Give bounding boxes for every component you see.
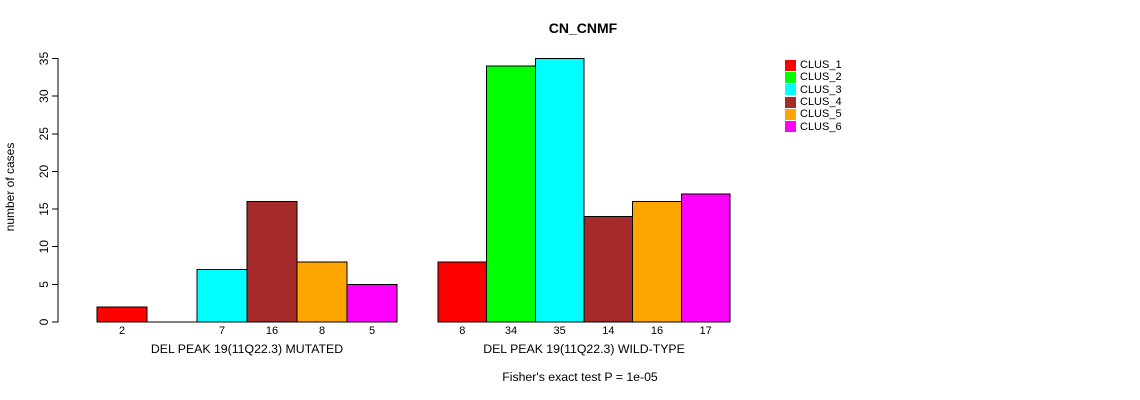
legend-swatch	[785, 108, 796, 120]
bar-clus-1	[96, 306, 148, 323]
group-axis-label: DEL PEAK 19(11Q22.3) MUTATED	[151, 342, 343, 356]
bar-clus-3	[534, 58, 585, 323]
legend-swatch	[785, 121, 796, 133]
bar-clus-3	[196, 268, 248, 323]
y-tick-label: 20	[37, 164, 51, 178]
legend: CLUS_1 CLUS_2 CLUS_3 CLUS_4 CLUS_5 CLUS_6	[785, 59, 842, 133]
legend-item: CLUS_2	[785, 71, 842, 83]
legend-swatch	[785, 84, 796, 96]
bar-value-label: 7	[219, 325, 225, 337]
bar-clus-4	[246, 201, 298, 323]
legend-swatch	[785, 71, 796, 83]
bar-value-label: 14	[602, 325, 614, 337]
bar-value-label: 8	[319, 325, 325, 337]
y-tick-label: 25	[37, 127, 51, 141]
legend-label: CLUS_3	[800, 83, 842, 96]
y-tick-label: 15	[37, 202, 51, 216]
bar-clus-1	[437, 261, 488, 323]
bar-value-label: 2	[119, 325, 125, 337]
bar-clus-6	[346, 283, 398, 323]
legend-item: CLUS_4	[785, 96, 842, 108]
legend-label: CLUS_2	[800, 71, 842, 84]
y-tick-label: 30	[37, 89, 51, 103]
bar-value-label: 16	[651, 325, 663, 337]
y-tick-label: 35	[37, 52, 51, 66]
y-tick-label: 0	[37, 318, 51, 325]
legend-item: CLUS_1	[785, 59, 842, 71]
legend-item: CLUS_6	[785, 120, 842, 133]
bar-value-label: 5	[369, 325, 375, 337]
bar-clus-5	[296, 261, 348, 323]
y-axis-label: number of cases	[3, 143, 17, 232]
chart-title: CN_CNMF	[549, 20, 618, 36]
legend-swatch	[785, 59, 796, 71]
group-axis-label: DEL PEAK 19(11Q22.3) WILD-TYPE	[483, 342, 685, 356]
bar-clus-4	[583, 216, 634, 323]
bar-value-label: 16	[266, 325, 278, 337]
legend-item: CLUS_5	[785, 108, 842, 120]
bar-value-label: 35	[554, 325, 566, 337]
legend-label: CLUS_5	[800, 108, 842, 121]
bar-clus-6	[680, 193, 731, 323]
legend-swatch	[785, 96, 796, 108]
annotation-text: Fisher's exact test P = 1e-05	[502, 370, 658, 384]
bar-value-label: 34	[505, 325, 517, 337]
legend-item: CLUS_3	[785, 84, 842, 96]
y-tick-label: 5	[37, 281, 51, 288]
y-tick-label: 10	[37, 240, 51, 254]
legend-label: CLUS_6	[800, 120, 842, 133]
bar-clus-2	[486, 65, 536, 323]
legend-label: CLUS_4	[800, 96, 842, 109]
bar-value-label: 17	[700, 325, 712, 337]
bar-clus-5	[632, 201, 682, 323]
legend-label: CLUS_1	[800, 59, 842, 72]
bar-value-label: 8	[459, 325, 465, 337]
